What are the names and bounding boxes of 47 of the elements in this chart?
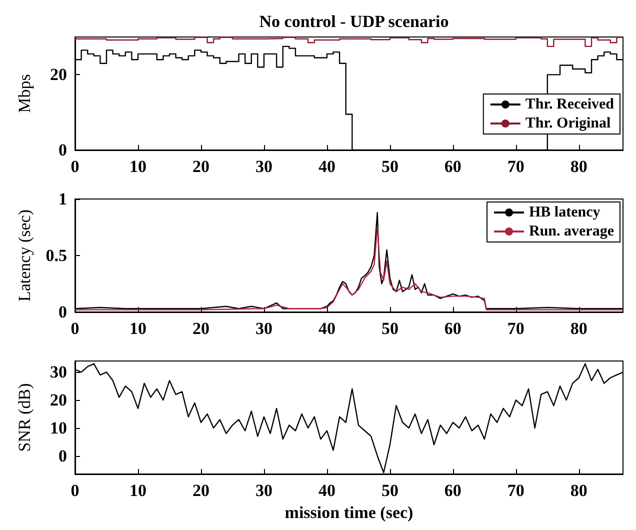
x-tick-label: 50 xyxy=(381,157,398,176)
x-tick-label: 10 xyxy=(129,319,146,338)
x-tick-label: 30 xyxy=(255,481,272,500)
x-tick-label: 80 xyxy=(570,319,588,338)
x-tick-label: 0 xyxy=(70,157,80,176)
x-tick-label: 70 xyxy=(507,157,524,176)
x-tick-label: 10 xyxy=(129,481,146,500)
y-tick-label: 10 xyxy=(50,418,67,438)
chart-title: No control - UDP scenario xyxy=(259,12,449,31)
x-tick-label: 20 xyxy=(192,481,210,500)
legend-label: Thr. Received xyxy=(525,96,615,112)
x-tick-label: 30 xyxy=(255,157,272,176)
x-tick-label: 70 xyxy=(507,481,524,500)
y-axis-title: Mbps xyxy=(15,74,34,113)
y-tick-label: 20 xyxy=(50,65,67,84)
x-tick-label: 20 xyxy=(192,319,210,338)
y-tick-label: 20 xyxy=(50,390,67,410)
x-tick-label: 0 xyxy=(70,481,80,500)
y-tick-label: 0 xyxy=(58,446,67,466)
legend-label: Thr. Original xyxy=(525,116,611,132)
x-tick-label: 80 xyxy=(570,481,588,500)
line-series xyxy=(74,363,624,474)
x-tick-label: 20 xyxy=(192,157,210,176)
y-tick-label: 0 xyxy=(58,140,67,160)
legend-label: Run. average xyxy=(529,224,614,240)
y-tick-label: 0.5 xyxy=(46,246,67,265)
y-axis-title: SNR (dB) xyxy=(15,383,34,452)
x-tick-label: 0 xyxy=(70,319,80,338)
x-tick-label: 40 xyxy=(318,157,336,176)
y-tick-label: 1 xyxy=(58,190,67,208)
legend-label: HB latency xyxy=(529,204,601,220)
x-tick-label: 10 xyxy=(129,157,146,176)
x-tick-label: 30 xyxy=(255,319,272,338)
y-tick-label: 0 xyxy=(58,302,67,322)
x-axis-title: mission time (sec) xyxy=(284,503,414,522)
x-tick-label: 70 xyxy=(507,319,524,338)
x-tick-label: 60 xyxy=(444,319,462,338)
x-tick-label: 60 xyxy=(444,481,462,500)
x-tick-label: 40 xyxy=(318,319,336,338)
y-tick-label: 30 xyxy=(50,362,67,382)
x-tick-label: 80 xyxy=(570,157,588,176)
y-axis-title: Latency (sec) xyxy=(15,209,34,302)
x-tick-label: 50 xyxy=(381,319,398,338)
line-series xyxy=(74,226,624,310)
x-tick-label: 60 xyxy=(444,157,462,176)
x-tick-label: 50 xyxy=(381,481,398,500)
x-tick-label: 40 xyxy=(318,481,336,500)
